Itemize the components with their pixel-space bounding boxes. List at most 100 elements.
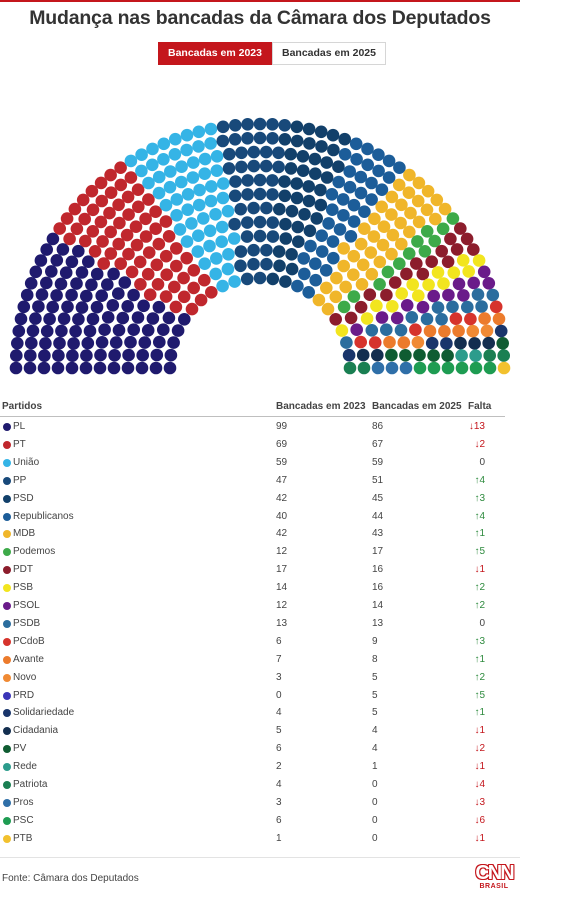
seat-dot-republicanos <box>354 170 368 184</box>
seat-dot-psol <box>457 289 470 302</box>
seat-dot-pt <box>185 302 199 316</box>
seats-2025: 5 <box>372 689 378 701</box>
seat-change: ↑1 <box>474 707 485 719</box>
seat-dot-mdb <box>347 249 361 263</box>
seat-change: ↑2 <box>474 600 485 611</box>
seat-dot-pl <box>150 348 164 362</box>
seat-dot-pt <box>86 225 100 238</box>
tab-2023[interactable]: Bancadas em 2023 <box>158 42 272 65</box>
seat-dot-união <box>210 150 224 163</box>
seat-dot-psd <box>290 120 304 134</box>
seat-dot-psd <box>308 152 322 166</box>
seat-dot-união <box>193 183 206 197</box>
seats-2023: 17 <box>276 564 288 576</box>
seat-dot-psb <box>472 254 486 267</box>
seat-dot-pl <box>95 289 108 302</box>
seat-dot-podemos <box>436 222 450 236</box>
seat-dot-pt <box>122 247 135 261</box>
seat-dot-republicanos <box>326 235 340 248</box>
seat-dot-pdt <box>380 288 393 302</box>
seat-dot-união <box>204 122 218 136</box>
table-row: MDB 42 43 ↑1 <box>0 526 505 544</box>
seat-dot-mdb <box>392 178 406 192</box>
seat-dot-pp <box>241 174 254 187</box>
seats-2023: 40 <box>276 510 288 522</box>
seat-dot-psd <box>303 224 317 238</box>
header-party: Partidos <box>2 401 43 412</box>
party-name: PL <box>13 421 26 432</box>
seat-dot-psdb <box>486 288 500 302</box>
seat-dot-psd <box>279 275 292 288</box>
seat-dot-republicanos <box>327 251 340 265</box>
seat-dot-pl <box>72 313 85 326</box>
seat-dot-pt <box>76 193 90 207</box>
seat-dot-pl <box>127 323 140 336</box>
seat-dot-pl <box>107 267 120 281</box>
seat-dot-pl <box>9 349 23 362</box>
party-name: PP <box>13 474 27 486</box>
seat-dot-psd <box>310 212 324 225</box>
seat-dot-mdb <box>373 255 387 269</box>
table-row: Solidariedade 4 5 ↑1 <box>0 705 505 723</box>
seat-dot-avante <box>452 324 465 338</box>
seat-dot-pp <box>253 215 267 229</box>
seat-dot-pt <box>104 186 118 199</box>
seat-dot-pdt <box>467 243 480 256</box>
seat-dot-pt <box>70 222 84 236</box>
tab-2025[interactable]: Bancadas em 2025 <box>271 42 386 65</box>
seat-change: ↑4 <box>474 510 485 522</box>
table-row: Avante 7 8 ↑1 <box>0 652 505 670</box>
seat-dot-pl <box>34 254 48 267</box>
seat-change: ↑2 <box>474 582 485 594</box>
seat-dot-pl <box>121 300 134 313</box>
top-accent-line <box>0 0 520 2</box>
table-row: PSDB 13 13 0 <box>0 616 505 634</box>
seat-dot-psol <box>442 288 455 302</box>
seat-dot-psol <box>375 311 389 324</box>
seat-dot-pp <box>228 189 242 203</box>
seat-dot-pt <box>114 257 127 270</box>
seat-dot-pdt <box>444 232 457 246</box>
seat-dot-pp <box>266 118 279 131</box>
seat-dot-podemos <box>347 290 361 303</box>
seat-dot-pl <box>32 300 45 313</box>
seat-dot-psd <box>279 232 293 245</box>
seat-dot-pp <box>259 145 273 159</box>
seats-2025: 5 <box>372 671 378 683</box>
party-color-dot <box>3 512 11 521</box>
seat-dot-pl <box>85 278 98 292</box>
seat-dot-pt <box>205 286 218 299</box>
seat-dot-republicanos <box>309 257 322 270</box>
seat-dot-mdb <box>330 271 343 285</box>
seat-dot-pdt <box>435 244 449 258</box>
seat-dot-republicanos <box>315 229 329 242</box>
seat-dot-pdt <box>454 222 467 235</box>
seat-dot-união <box>228 275 241 288</box>
seat-dot-pp <box>234 259 247 273</box>
seat-dot-pl <box>162 311 176 325</box>
seats-2023: 2 <box>276 761 282 773</box>
seat-dot-psb <box>437 277 450 290</box>
seat-dot-união <box>159 198 173 212</box>
seat-dot-pt <box>53 222 66 235</box>
seat-dot-pl <box>94 348 107 362</box>
seat-dot-pt <box>133 255 147 269</box>
seat-dot-união <box>146 142 159 156</box>
seat-dot-pl <box>118 276 132 289</box>
seat-dot-podemos <box>411 235 424 248</box>
seat-dot-pv <box>427 349 440 362</box>
seat-dot-psol <box>390 311 404 325</box>
seat-dot-psd <box>303 137 316 150</box>
seat-dot-pl <box>136 348 149 362</box>
source-note: Fonte: Câmara dos Deputados <box>2 873 139 884</box>
seat-dot-ptb <box>497 361 511 375</box>
seat-dot-pl <box>9 361 23 375</box>
seats-2025: 1 <box>372 761 378 773</box>
seat-dot-mdb <box>429 212 442 226</box>
seat-dot-união <box>227 232 241 245</box>
party-name: MDB <box>13 528 36 540</box>
party-color-dot <box>3 709 11 718</box>
seat-dot-psd <box>302 180 316 193</box>
seats-2023: 0 <box>276 689 282 701</box>
seats-2023: 99 <box>276 421 288 432</box>
